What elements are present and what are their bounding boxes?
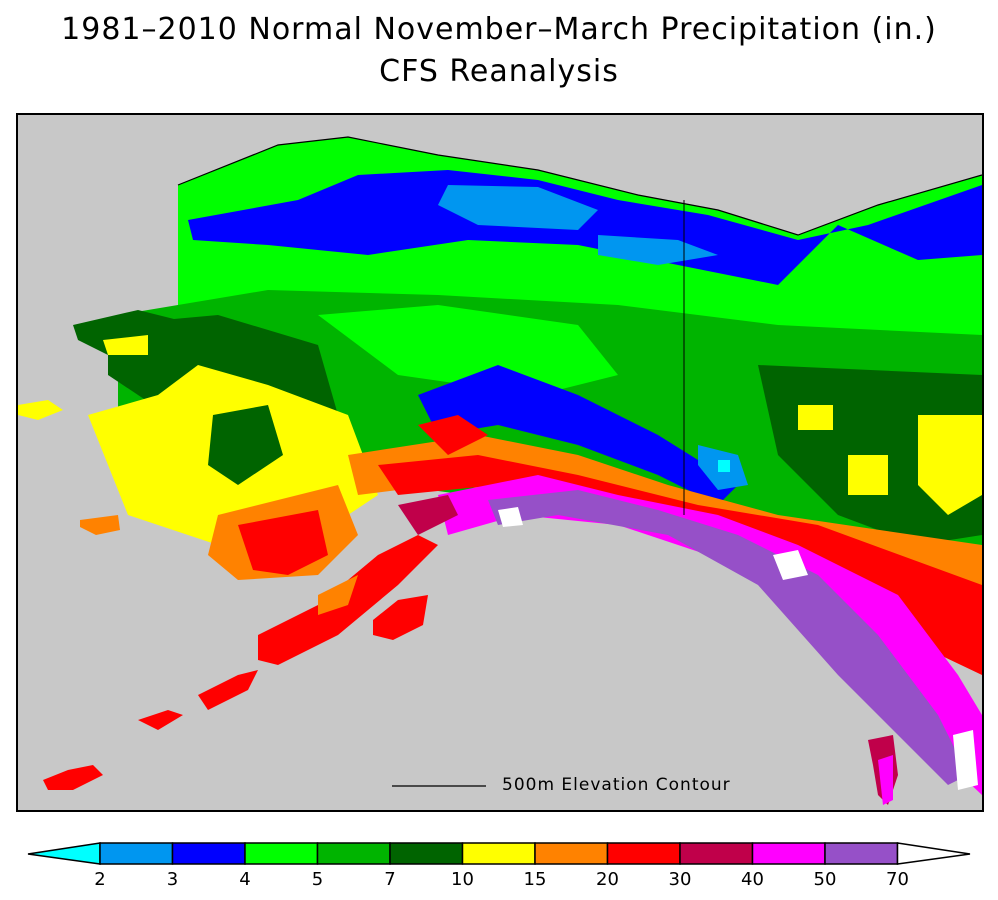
- colorbar-tick-label: 30: [668, 869, 692, 890]
- gulf-coast-purple: [488, 490, 968, 785]
- colorbar-bin-30-40: [679, 842, 754, 865]
- colorbar-bin-15-20: [534, 842, 609, 865]
- seward-peninsula: [73, 310, 178, 355]
- colorbar-tick-label: 20: [596, 869, 619, 890]
- kenai-area-yellow: [418, 415, 488, 455]
- chart-subtitle: CFS Reanalysis: [379, 54, 619, 89]
- colorbar-tick-label: 40: [741, 869, 764, 890]
- southcentral-red: [378, 455, 982, 675]
- coastline: [177, 136, 982, 236]
- colorbar-tick-label: 4: [239, 869, 251, 890]
- aleutian-islands-mid: [138, 710, 183, 730]
- nunivak-island: [80, 515, 120, 535]
- yellow-spot-east: [918, 415, 982, 515]
- kodiak-island: [373, 595, 428, 640]
- bristol-red: [238, 510, 328, 575]
- chart-title: 1981–2010 Normal November–March Precipit…: [61, 12, 937, 47]
- colorbar-bin-50-70: [824, 842, 899, 865]
- st-lawrence-island: [18, 400, 63, 420]
- interior-brightgreen: [318, 305, 618, 395]
- west-darkgreen-patch: [208, 405, 283, 485]
- yellow-spot-yukon: [798, 405, 833, 430]
- colorbar-below-min: [27, 842, 101, 865]
- band-lightblue-arctic: [438, 185, 598, 230]
- colorbar-tick-label: 2: [94, 869, 106, 890]
- contour-line-sample: [392, 785, 486, 787]
- aleutian-islands-east: [198, 670, 258, 710]
- colorbar-tick-label: 50: [813, 869, 837, 890]
- colorbar-tick-label: 3: [166, 869, 179, 890]
- colorbar-bin-20-30: [606, 842, 681, 865]
- band-lightblue-arctic-2: [598, 235, 718, 265]
- colorbar-above-max: [896, 842, 971, 865]
- colorbar: [27, 842, 971, 865]
- colorbar-bin-40-50: [751, 842, 826, 865]
- contour-legend-label: 500m Elevation Contour: [502, 775, 731, 795]
- colorbar-bin-5-7: [316, 842, 391, 865]
- icefield-white-3: [953, 730, 978, 790]
- yellow-spot-canada: [848, 455, 888, 495]
- aleutian-islands-west: [43, 765, 103, 790]
- coast-maroon: [398, 495, 458, 535]
- haida-gwaii-magenta: [878, 755, 893, 805]
- colorbar-bin-3-4: [171, 842, 246, 865]
- colorbar-tick-label: 15: [523, 869, 547, 890]
- colorbar-bin-10-15: [461, 842, 536, 865]
- cyan-spot: [718, 460, 730, 472]
- colorbar-bin-7-10: [389, 842, 464, 865]
- icefield-white-2: [773, 550, 808, 580]
- seward-yellow: [103, 335, 148, 355]
- precipitation-map: [18, 136, 982, 805]
- colorbar-tick-label: 70: [886, 869, 909, 890]
- colorbar-tick-label: 10: [451, 869, 474, 890]
- colorbar-bin-4-5: [244, 842, 319, 865]
- colorbar-tick-label: 7: [384, 869, 396, 890]
- alaska-peninsula-orange: [318, 575, 358, 615]
- map-frame: 500m Elevation Contour: [16, 113, 984, 812]
- colorbar-tick-label: 5: [311, 869, 324, 890]
- colorbar-bin-2-3: [99, 842, 174, 865]
- band-blue-arctic-1: [188, 170, 982, 285]
- band-blue-southcentral: [418, 365, 738, 505]
- icefield-white-1: [498, 507, 523, 527]
